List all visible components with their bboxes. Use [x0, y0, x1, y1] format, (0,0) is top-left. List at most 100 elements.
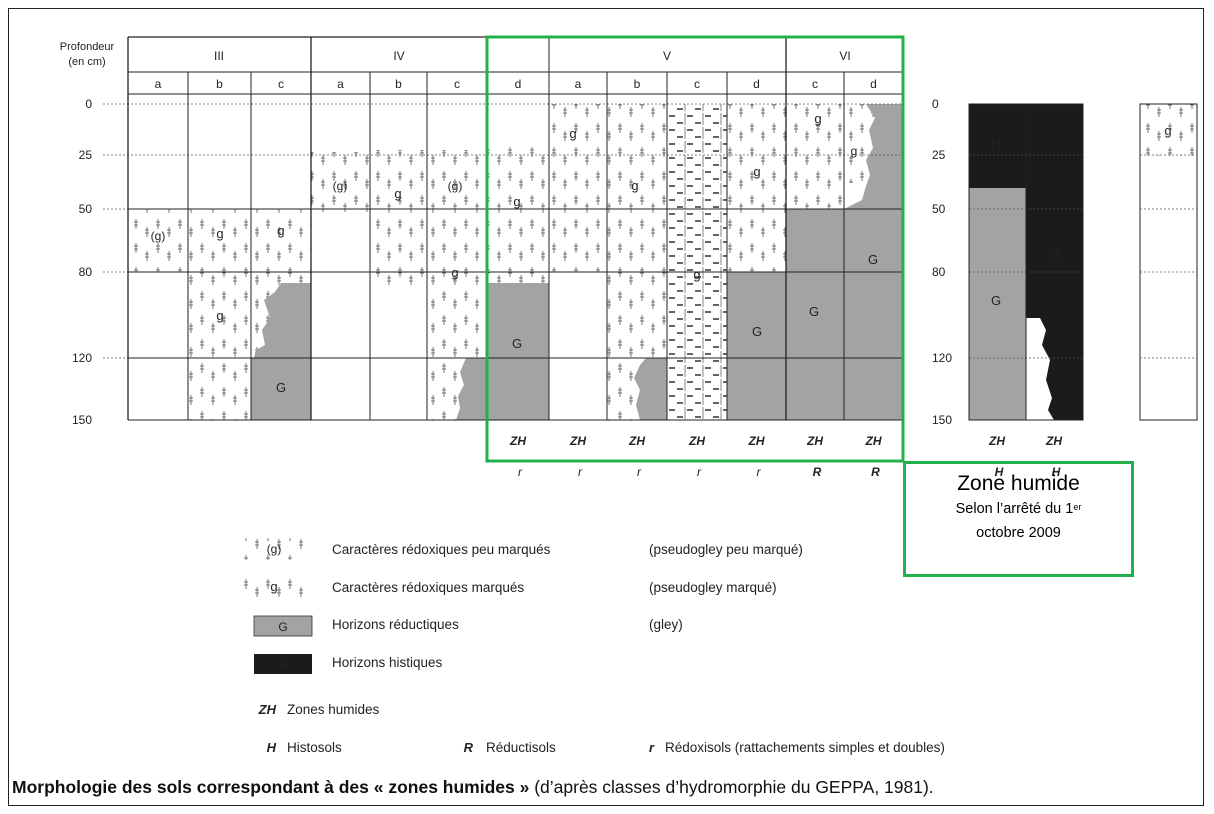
legend-symbol-text: G [278, 620, 287, 634]
redoxic-letter: g [394, 186, 401, 201]
redoxic-letter: g [851, 144, 858, 158]
redoxic-pattern [786, 104, 844, 209]
redoxic-pattern [487, 145, 549, 283]
caption-rest: (d’après classes d’hydromorphie du GEPPA… [529, 777, 934, 797]
zh-label: ZH [628, 434, 645, 448]
depth-header-line2: (en cm) [68, 56, 105, 68]
reductic-letter: G [868, 252, 878, 267]
histosol-depth-tick: 0 [932, 97, 939, 111]
reductic-horizon [844, 104, 903, 420]
redoxic-letter: g [216, 226, 223, 241]
redoxic-letter: g [631, 178, 638, 193]
caption-bold: Morphologie des sols correspondant à des… [12, 777, 530, 797]
subclass-header: c [278, 77, 284, 91]
depth-tick: 0 [85, 97, 92, 111]
zone-humide-title: Zone humide [957, 472, 1080, 495]
legend-symbol-marque [244, 576, 306, 598]
zone-humide-line2: octobre 2009 [976, 525, 1061, 541]
abbr-text: Rédoxisols (rattachements simples et dou… [665, 740, 945, 755]
legend-symbol-text: H [279, 658, 288, 672]
legend-symbol-frame [253, 615, 313, 637]
redoxic-letter: g [277, 223, 284, 238]
subclass-header: c [454, 77, 460, 91]
class-header: VI [839, 49, 850, 63]
redoxic-pattern [727, 104, 786, 272]
class-header: V [663, 49, 671, 63]
zh-label: ZH [1045, 434, 1062, 448]
reductic-horizon [456, 358, 487, 420]
soil-type-label: H [995, 465, 1004, 479]
class-header: III [214, 49, 224, 63]
redoxic-letter: (g) [151, 229, 166, 243]
histosol-depth-tick: 25 [932, 148, 946, 162]
reductic-letter: G [991, 293, 1001, 308]
redoxic-pattern [311, 152, 370, 212]
soil-type-label: r [757, 465, 762, 479]
legend-label: Horizons réductiques [332, 617, 459, 632]
zh-label: ZH [748, 434, 765, 448]
subclass-header: d [753, 77, 760, 91]
class-header: IV [393, 49, 404, 63]
redoxic-letter: g [451, 265, 458, 280]
subclass-header: a [337, 77, 344, 91]
legend-note: (gley) [649, 617, 683, 632]
soil-type-label: R [871, 465, 880, 479]
subclass-header: a [575, 77, 582, 91]
redoxic-letter: g [513, 194, 520, 209]
reductic-horizon [254, 283, 311, 358]
reductic-horizon [727, 272, 786, 420]
reductic-dash-pattern [667, 104, 727, 420]
subclass-header: a [155, 77, 162, 91]
zone-humide-box: Zone humide Selon l’arrêté du 1er octobr… [903, 461, 1134, 577]
depth-header-line1: Profondeur [60, 41, 115, 53]
zh-label: ZH [988, 434, 1005, 448]
depth-tick: 80 [79, 265, 93, 279]
legend-symbol-text: g [270, 579, 277, 594]
reductic-horizon [251, 358, 311, 420]
subclass-header: b [395, 77, 402, 91]
redoxic-pattern [128, 209, 188, 272]
abbr-text: Zones humides [287, 702, 380, 717]
subclass-header: d [870, 77, 877, 91]
abbr-key: ZH [258, 702, 277, 717]
histosol-depth-tick: 150 [932, 413, 952, 427]
legend-note: (pseudogley peu marqué) [649, 542, 803, 557]
redoxic-letter: g [1164, 123, 1171, 138]
redoxic-letter: (g) [333, 179, 348, 193]
reductic-horizon [969, 188, 1026, 420]
soil-type-label: R [813, 465, 822, 479]
redoxic-letter: g [569, 126, 576, 141]
redoxic-letter: g [753, 164, 760, 179]
legend-label: Caractères rédoxiques peu marqués [332, 542, 551, 557]
right-column-frame [1139, 103, 1198, 421]
depth-tick: 120 [72, 351, 92, 365]
reductic-letter: G [512, 336, 522, 351]
abbr-key: R [464, 740, 474, 755]
histosol-depth-tick: 50 [932, 202, 946, 216]
figure-caption: Morphologie des sols correspondant à des… [12, 777, 934, 798]
legend-label: Horizons histiques [332, 655, 443, 670]
subclass-header: d [515, 77, 522, 91]
redoxic-pattern [1140, 104, 1197, 156]
legend-symbol-reductic [254, 616, 312, 636]
zh-label: ZH [865, 434, 882, 448]
legend-label: Caractères rédoxiques marqués [332, 580, 524, 595]
redoxic-pattern [188, 209, 251, 420]
soil-type-label: r [697, 465, 702, 479]
reductic-letter: G [752, 324, 762, 339]
zh-label: ZH [806, 434, 823, 448]
zh-label: ZH [688, 434, 705, 448]
reductic-horizon [487, 283, 549, 420]
histic-letter: H [1049, 247, 1058, 262]
redoxic-pattern [549, 104, 607, 272]
abbr-text: Réductisols [486, 740, 556, 755]
legend-symbol-peu-marque [244, 538, 306, 560]
soil-type-label: r [518, 465, 523, 479]
zh-label: ZH [569, 434, 586, 448]
zh-label: ZH [509, 434, 526, 448]
zone-humide-line1: Selon l’arrêté du 1er [955, 501, 1082, 517]
abbr-key: H [267, 740, 277, 755]
legend-symbol-text: (g) [267, 542, 282, 556]
reductic-letter: G [809, 304, 819, 319]
